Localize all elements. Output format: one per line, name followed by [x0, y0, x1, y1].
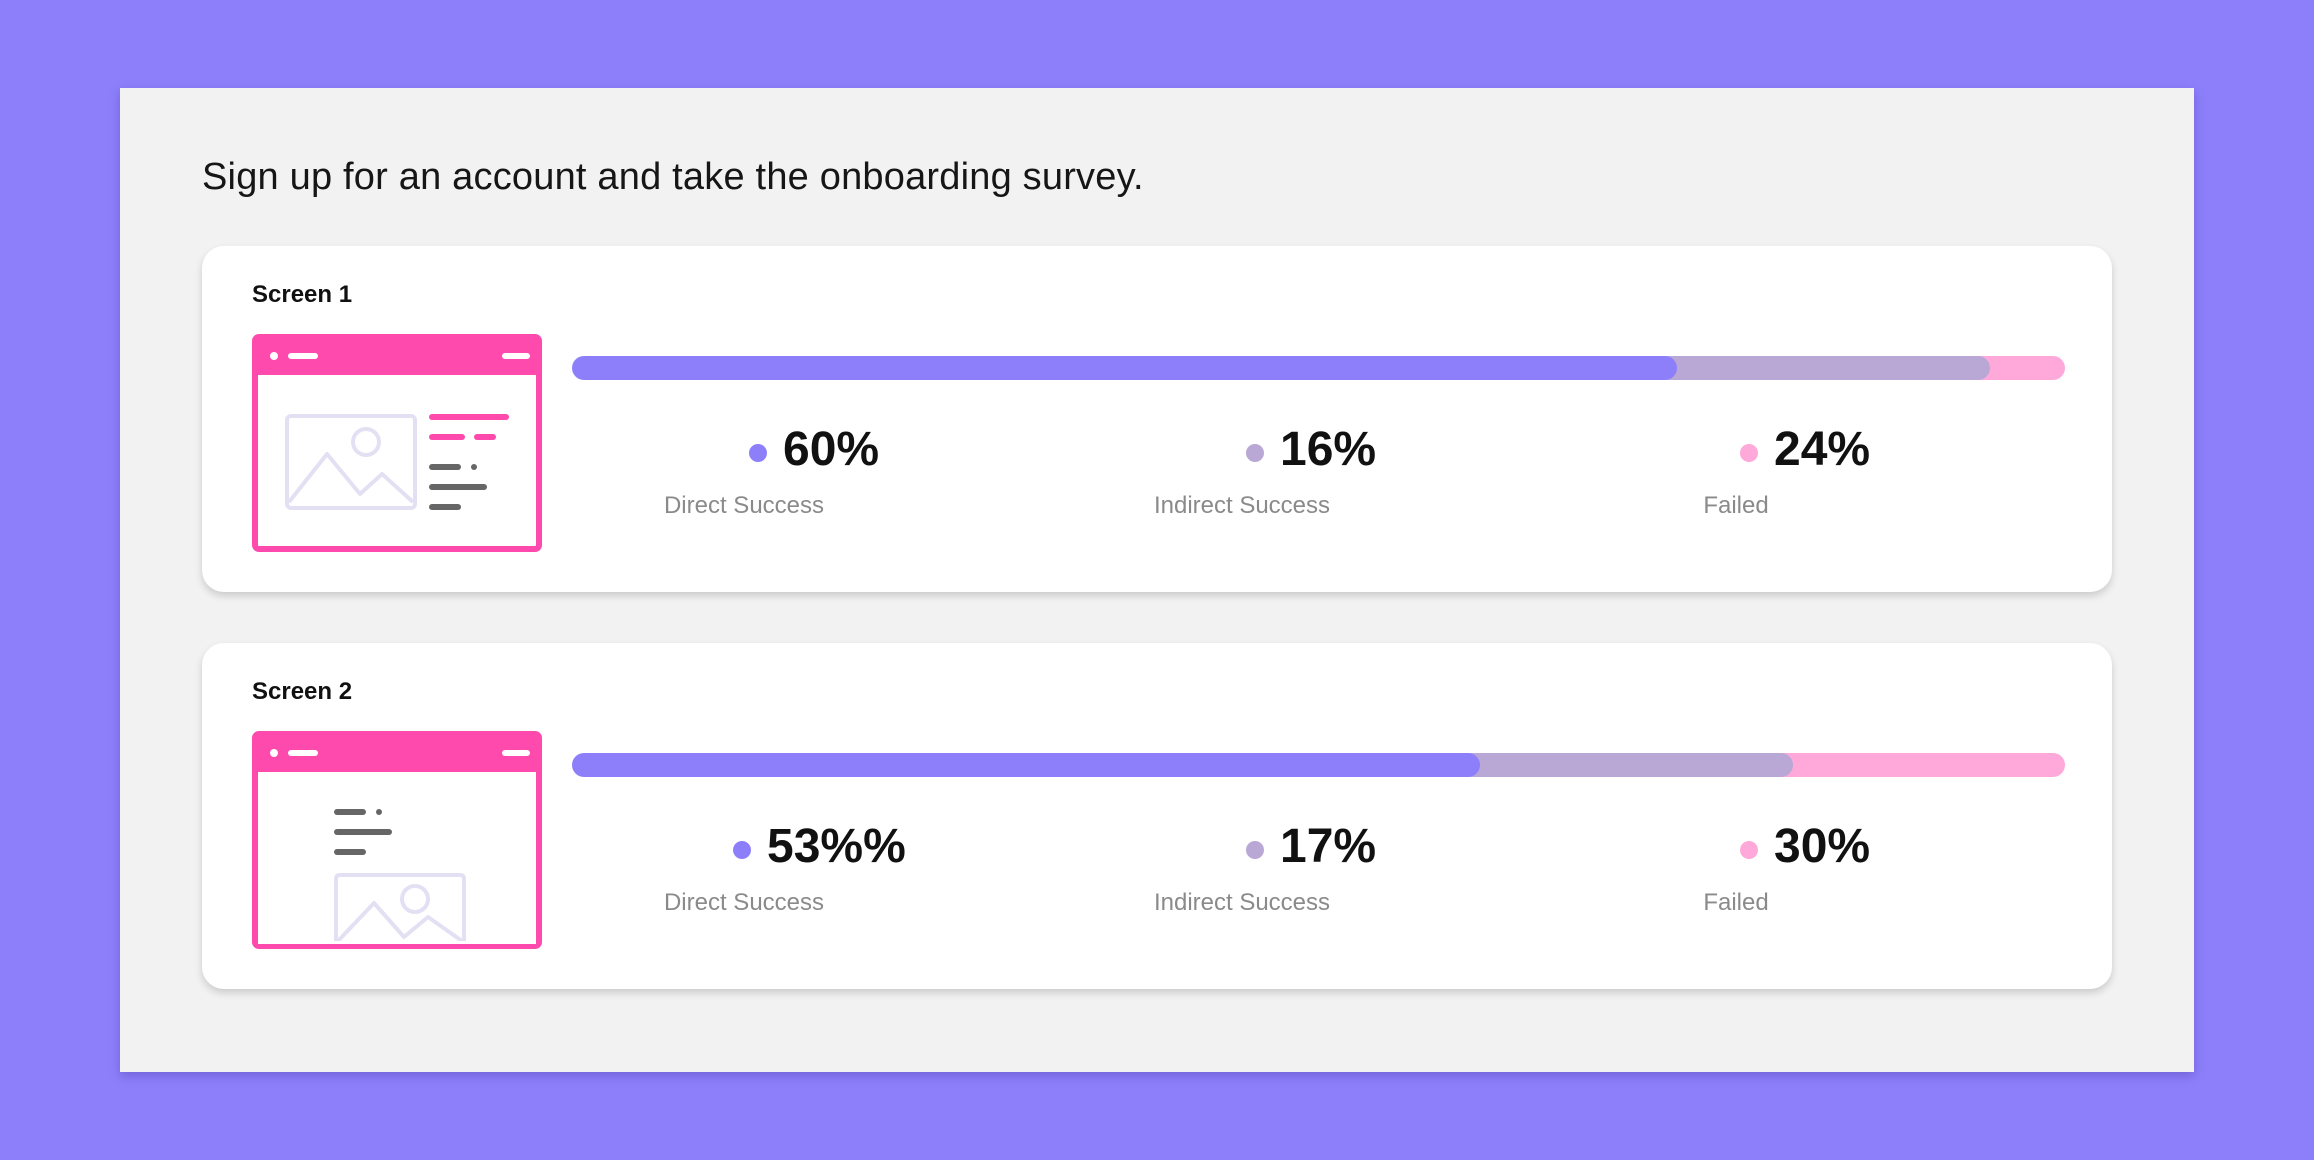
failed-segment	[1769, 753, 2065, 777]
screen-card-1[interactable]: Screen 1 60% Direct Success	[202, 246, 2112, 592]
results-bar	[572, 753, 2065, 777]
screen-label: Screen 2	[252, 678, 353, 705]
stat-label: Indirect Success	[1153, 492, 1331, 519]
legend-dot-direct	[749, 444, 767, 462]
stat-value: 16%	[1280, 423, 1377, 476]
direct-success-segment	[572, 753, 1480, 777]
stat-label: Failed	[1703, 889, 1769, 916]
results-panel: Sign up for an account and take the onbo…	[120, 88, 2194, 1072]
stat-label: Failed	[1703, 492, 1769, 519]
stat-value: 60%	[783, 423, 880, 476]
task-title: Sign up for an account and take the onbo…	[202, 156, 1144, 198]
page-layout-image-left-icon	[252, 334, 542, 552]
stat-value: 17%	[1280, 820, 1377, 873]
indirect-success-segment	[1652, 356, 1991, 380]
screen-label: Screen 1	[252, 281, 353, 308]
legend-dot-indirect	[1246, 841, 1264, 859]
stat-label: Indirect Success	[1153, 889, 1331, 916]
direct-success-segment	[572, 356, 1677, 380]
stat-label: Direct Success	[663, 492, 825, 519]
legend-dot-failed	[1740, 444, 1758, 462]
legend-dot-failed	[1740, 841, 1758, 859]
stat-value: 24%	[1774, 423, 1871, 476]
legend-dot-indirect	[1246, 444, 1264, 462]
indirect-success-segment	[1455, 753, 1794, 777]
results-bar	[572, 356, 2065, 380]
stat-label: Direct Success	[663, 889, 825, 916]
legend-dot-direct	[733, 841, 751, 859]
screen-card-2[interactable]: Screen 2 53%% Direct Success	[202, 643, 2112, 989]
stat-value: 30%	[1774, 820, 1871, 873]
page-layout-text-top-icon	[252, 731, 542, 949]
stat-value: 53%%	[767, 820, 906, 873]
